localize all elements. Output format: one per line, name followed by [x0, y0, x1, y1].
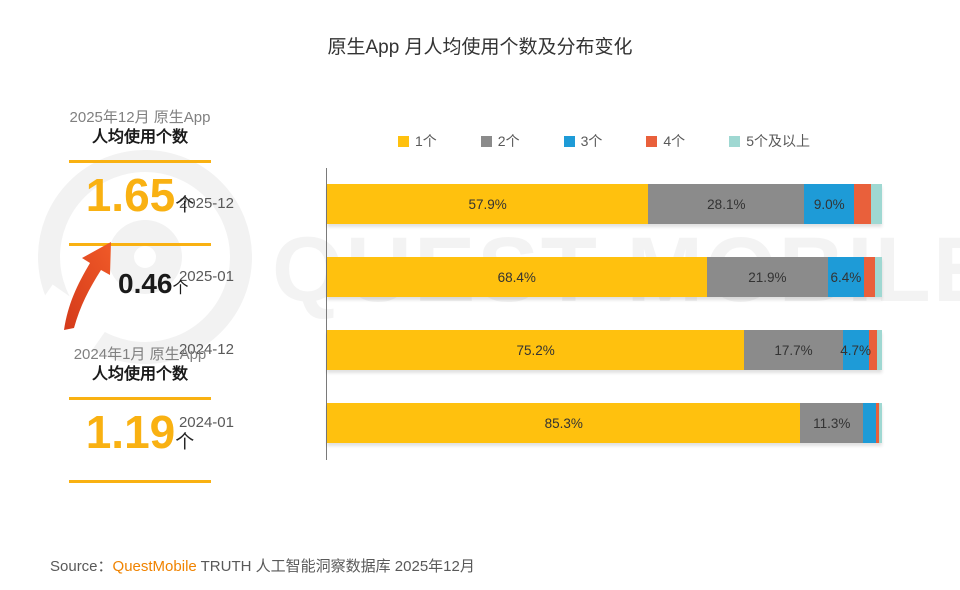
bar-segment: 11.3%: [800, 403, 864, 443]
kpi-baseline-unit: 个: [175, 432, 195, 453]
bar-segment: 17.7%: [744, 330, 843, 370]
kpi-baseline-value: 1.19: [85, 406, 176, 458]
kpi-current-period: 2025年12月 原生App: [69, 109, 211, 126]
legend-swatch-icon: [729, 135, 741, 147]
category-label: 2024-01: [178, 414, 234, 431]
legend-swatch-icon: [398, 135, 409, 147]
kpi-current-value: 1.65: [85, 169, 176, 221]
legend-swatch-icon: [646, 135, 658, 147]
source-brand: QuestMobile: [112, 558, 197, 575]
page-title: 原生App 月人均使用个数及分布变化: [327, 37, 633, 58]
legend-label: 1个: [415, 133, 437, 149]
legend-item: 1个: [398, 131, 437, 151]
legend-label: 5个及以上: [746, 133, 810, 149]
kpi-baseline: 2024年1月 原生App 人均使用个数 1.19个: [38, 345, 242, 483]
category-label: 2025-01: [178, 268, 234, 285]
legend-item: 5个及以上: [729, 131, 810, 151]
legend-swatch-icon: [563, 135, 575, 147]
kpi-current-metric: 人均使用个数: [91, 129, 188, 146]
category-label: 2024-12: [178, 341, 234, 358]
legend-item: 3个: [563, 131, 603, 151]
bar-segment: 85.3%: [327, 403, 801, 443]
legend-item: 2个: [480, 131, 520, 151]
category-label: 2025-12: [178, 195, 234, 212]
chart-legend: 1个 2个 3个 4个 5个及以上: [326, 131, 882, 151]
divider: [69, 160, 211, 163]
bar-segment: 21.9%: [706, 257, 829, 297]
bar-value-label: 85.3%: [544, 415, 583, 431]
bar-segment: [870, 184, 882, 224]
legend-label: 3个: [580, 133, 603, 149]
bar-value-label: 17.7%: [774, 342, 813, 358]
bar-segment: [854, 184, 871, 224]
source-prefix: Source：: [50, 558, 113, 575]
bar-segment: [868, 330, 877, 370]
bar-value-label: 21.9%: [748, 269, 787, 285]
bar-segment: [876, 330, 882, 370]
bar-segment: 75.2%: [327, 330, 745, 370]
legend-item: 4个: [646, 131, 685, 151]
kpi-delta-value: 0.46: [118, 268, 173, 299]
bar-segment: 9.0%: [804, 184, 855, 224]
up-arrow-icon: [64, 242, 111, 330]
divider: [69, 243, 211, 246]
legend-label: 2个: [497, 133, 520, 149]
bar-segment: [863, 257, 875, 297]
bar-row: 85.3% 11.3%: [327, 403, 882, 443]
bar-segment: 6.4%: [828, 257, 864, 297]
bar-segment: 28.1%: [648, 184, 805, 224]
bar-segment: [875, 403, 880, 443]
logo-core-dot: [134, 246, 156, 268]
bar-value-label: 75.2%: [516, 342, 555, 358]
bar-segment: [863, 403, 876, 443]
bar-segment: 57.9%: [327, 184, 649, 224]
plot-area: 2025-12 57.9% 28.1% 9.0% 2025-01 68.4% 21.9% 6.…: [179, 168, 882, 460]
kpi-delta-unit: 个: [172, 280, 189, 297]
bar-value-label: 28.1%: [707, 196, 746, 212]
legend-swatch-icon: [480, 135, 492, 147]
bar-value-label: 4.7%: [840, 342, 872, 358]
kpi-delta: 0.46个: [118, 268, 189, 300]
bar-value-label: 57.9%: [468, 196, 507, 212]
bar-value-label: 9.0%: [813, 196, 845, 212]
bar-segment: [879, 403, 882, 443]
bar-value-label: 68.4%: [497, 269, 536, 285]
bar-row: 57.9% 28.1% 9.0%: [327, 184, 882, 224]
kpi-current: 2025年12月 原生App 人均使用个数 1.65个: [38, 108, 242, 246]
divider: [69, 397, 211, 400]
bar-segment: 68.4%: [327, 257, 707, 297]
bar-value-label: 6.4%: [830, 269, 862, 285]
bar-row: 68.4% 21.9% 6.4%: [327, 257, 882, 297]
bar-segment: [874, 257, 882, 297]
kpi-baseline-metric: 人均使用个数: [91, 366, 188, 383]
bar-segment: 4.7%: [840, 330, 872, 370]
bar-row: 75.2% 17.7% 4.7%: [327, 330, 882, 370]
legend-label: 4个: [663, 133, 686, 149]
kpi-baseline-period: 2024年1月 原生App: [73, 346, 207, 363]
kpi-current-unit: 个: [175, 195, 195, 216]
source-suffix: TRUTH 人工智能洞察数据库 2025年12月: [196, 558, 475, 575]
source-line: Source：QuestMobile TRUTH 人工智能洞察数据库 2025年…: [50, 555, 475, 576]
bar-value-label: 11.3%: [813, 415, 851, 431]
questmobile-logo-watermark: [23, 150, 252, 366]
divider: [69, 480, 211, 483]
